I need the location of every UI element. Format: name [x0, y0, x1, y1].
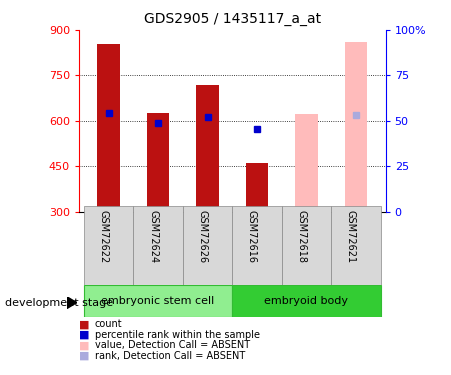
Title: GDS2905 / 1435117_a_at: GDS2905 / 1435117_a_at: [144, 12, 321, 26]
Text: count: count: [95, 320, 122, 329]
Bar: [84, 206, 133, 285]
Bar: [147, 113, 169, 212]
Text: embryonic stem cell: embryonic stem cell: [101, 296, 215, 306]
Text: ■: ■: [79, 351, 89, 361]
Text: embryoid body: embryoid body: [264, 296, 349, 306]
Text: GSM72616: GSM72616: [247, 210, 257, 263]
Text: development stage: development stage: [5, 298, 113, 307]
Bar: [196, 85, 219, 212]
Bar: [232, 206, 282, 285]
Text: GSM72624: GSM72624: [148, 210, 158, 263]
Text: ■: ■: [79, 340, 89, 350]
Text: ■: ■: [79, 330, 89, 340]
Text: value, Detection Call = ABSENT: value, Detection Call = ABSENT: [95, 340, 250, 350]
Bar: [345, 42, 367, 212]
Text: ■: ■: [79, 320, 89, 329]
Bar: [282, 206, 331, 285]
Polygon shape: [67, 297, 77, 309]
Bar: [84, 285, 232, 317]
Bar: [183, 206, 232, 285]
Text: GSM72626: GSM72626: [198, 210, 207, 263]
Bar: [232, 285, 381, 317]
Bar: [331, 206, 381, 285]
Text: GSM72618: GSM72618: [296, 210, 307, 263]
Text: percentile rank within the sample: percentile rank within the sample: [95, 330, 260, 340]
Bar: [295, 114, 318, 212]
Text: GSM72621: GSM72621: [346, 210, 356, 263]
Bar: [97, 44, 120, 212]
Text: GSM72622: GSM72622: [99, 210, 109, 264]
Bar: [246, 163, 268, 212]
Bar: [133, 206, 183, 285]
Text: rank, Detection Call = ABSENT: rank, Detection Call = ABSENT: [95, 351, 245, 361]
